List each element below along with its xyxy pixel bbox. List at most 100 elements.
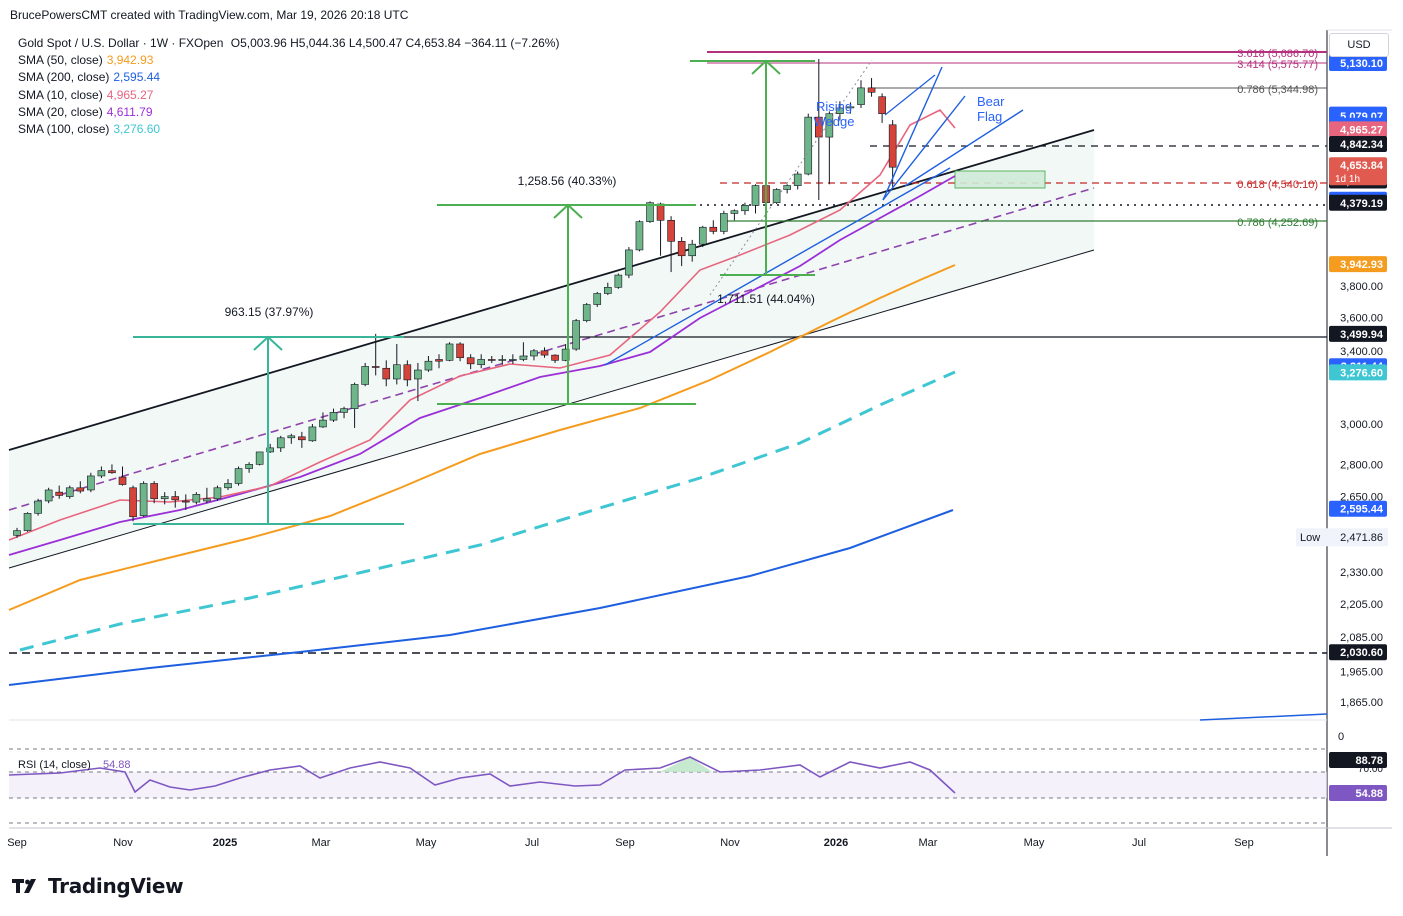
candle-body[interactable] — [561, 348, 570, 361]
candle-body[interactable] — [698, 226, 707, 245]
candle-body[interactable] — [213, 487, 222, 500]
candle-body[interactable] — [139, 483, 148, 516]
candle-body[interactable] — [603, 286, 612, 294]
candle-body[interactable] — [625, 249, 633, 276]
candle-body[interactable] — [224, 483, 232, 489]
candle-body[interactable] — [160, 496, 169, 500]
candle-body[interactable] — [23, 513, 32, 531]
candle-body[interactable] — [435, 359, 443, 362]
candle-body[interactable] — [667, 219, 675, 242]
candle-body[interactable] — [108, 470, 116, 474]
candle-body[interactable] — [783, 185, 791, 190]
candle-body[interactable] — [34, 500, 42, 514]
candle-body[interactable] — [287, 435, 296, 439]
candle-body[interactable] — [741, 205, 749, 212]
candle-body[interactable] — [445, 343, 454, 361]
candle-body[interactable] — [857, 87, 865, 105]
candle-body[interactable] — [392, 364, 401, 380]
candle-body[interactable] — [44, 489, 53, 502]
candle-body[interactable] — [414, 369, 422, 380]
fib-0618-label: 0.618 (4,540.10) — [1237, 179, 1318, 191]
candle-body[interactable] — [709, 226, 718, 232]
candle-body[interactable] — [129, 487, 137, 518]
rsi-tick-70: 70.00 — [1358, 764, 1383, 775]
candle-body[interactable] — [751, 185, 760, 206]
candle-body[interactable] — [13, 530, 21, 536]
candle-body[interactable] — [656, 203, 665, 221]
candle-body[interactable] — [319, 419, 327, 428]
price-badge-text: 4,379.19 — [1340, 198, 1383, 210]
candle-body[interactable] — [192, 494, 201, 503]
candle-body[interactable] — [298, 436, 306, 441]
legend-value: 3,276.60 — [113, 122, 161, 137]
candle-body[interactable] — [519, 355, 528, 360]
legend-sma-50[interactable]: SMA (50, close) 3,942.93 — [18, 52, 559, 69]
currency-button[interactable]: USD — [1329, 33, 1389, 57]
candle-body[interactable] — [255, 451, 264, 465]
candle-body[interactable] — [150, 483, 158, 500]
legend-sma-10[interactable]: SMA (10, close) 4,965.27 — [18, 87, 559, 104]
time-axis-label: Sep — [1234, 837, 1254, 849]
candle-body[interactable] — [804, 116, 813, 175]
candle-body[interactable] — [793, 173, 802, 186]
candle-body[interactable] — [878, 96, 886, 114]
candle-body[interactable] — [498, 359, 507, 361]
candle-body[interactable] — [487, 359, 496, 361]
candle-body[interactable] — [635, 221, 644, 251]
candle-body[interactable] — [867, 87, 876, 93]
legend-sma-200[interactable]: SMA (200, close) 2,595.44 — [18, 69, 559, 86]
candle-body[interactable] — [888, 124, 897, 168]
candle-body[interactable] — [836, 107, 844, 114]
candle-body[interactable] — [55, 491, 64, 496]
candle-body[interactable] — [593, 293, 602, 305]
candle-body[interactable] — [182, 500, 190, 503]
candle-body[interactable] — [276, 437, 285, 449]
candle-body[interactable] — [424, 360, 433, 371]
candle-body[interactable] — [677, 241, 686, 257]
candle-body[interactable] — [509, 359, 517, 361]
candle-body[interactable] — [466, 357, 475, 365]
candle-body[interactable] — [477, 359, 486, 366]
candle-body[interactable] — [688, 243, 697, 257]
tradingview-logo[interactable]: TradingView — [12, 874, 184, 898]
candle-body[interactable] — [772, 189, 781, 203]
candle-body[interactable] — [540, 350, 549, 356]
candle-body[interactable] — [76, 487, 85, 492]
candle-body[interactable] — [203, 498, 211, 502]
candle-body[interactable] — [572, 320, 580, 350]
candle-body[interactable] — [329, 412, 338, 421]
candle-body[interactable] — [825, 113, 834, 138]
candle-body[interactable] — [403, 364, 412, 381]
candle-body[interactable] — [614, 274, 623, 288]
candle-body[interactable] — [65, 487, 74, 497]
legend-sma-20[interactable]: SMA (20, close) 4,611.79 — [18, 104, 559, 121]
candle-body[interactable] — [551, 354, 559, 361]
candle-body[interactable] — [234, 468, 243, 484]
candle-body[interactable] — [171, 496, 180, 501]
candle-body[interactable] — [456, 343, 464, 359]
candle-body[interactable] — [371, 366, 380, 368]
candle-body[interactable] — [97, 470, 106, 477]
rising-wedge-label: Wedge — [814, 114, 855, 129]
candle-body[interactable] — [646, 202, 654, 222]
candle-body[interactable] — [245, 464, 253, 469]
candle-body[interactable] — [582, 304, 591, 321]
candle-body[interactable] — [730, 210, 739, 214]
candle-body[interactable] — [118, 476, 127, 485]
candle-body[interactable] — [530, 350, 538, 357]
candle-body[interactable] — [308, 426, 317, 442]
candle-body[interactable] — [266, 447, 275, 453]
candle-body[interactable] — [720, 213, 728, 232]
sma-50-line — [8, 264, 956, 611]
candle-body[interactable] — [340, 408, 348, 413]
candle-body[interactable] — [87, 475, 95, 491]
candle-body[interactable] — [846, 106, 855, 109]
symbol-header[interactable]: Gold Spot / U.S. Dollar · 1W · FXOpen O5… — [18, 35, 559, 52]
candle-body[interactable] — [350, 384, 359, 409]
legend-sma-100[interactable]: SMA (100, close) 3,276.60 — [18, 121, 559, 138]
candle-body[interactable] — [361, 366, 369, 385]
rsi-label: RSI (14, close) — [18, 759, 91, 771]
rsi-max-badge — [1329, 752, 1387, 768]
candle-body[interactable] — [382, 367, 391, 380]
